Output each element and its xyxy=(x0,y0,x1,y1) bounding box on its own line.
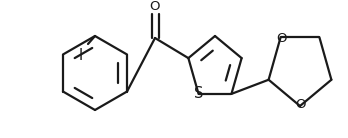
Text: I: I xyxy=(79,47,83,63)
Text: S: S xyxy=(194,86,203,101)
Text: O: O xyxy=(276,32,287,45)
Text: O: O xyxy=(296,99,306,112)
Text: O: O xyxy=(150,0,160,13)
